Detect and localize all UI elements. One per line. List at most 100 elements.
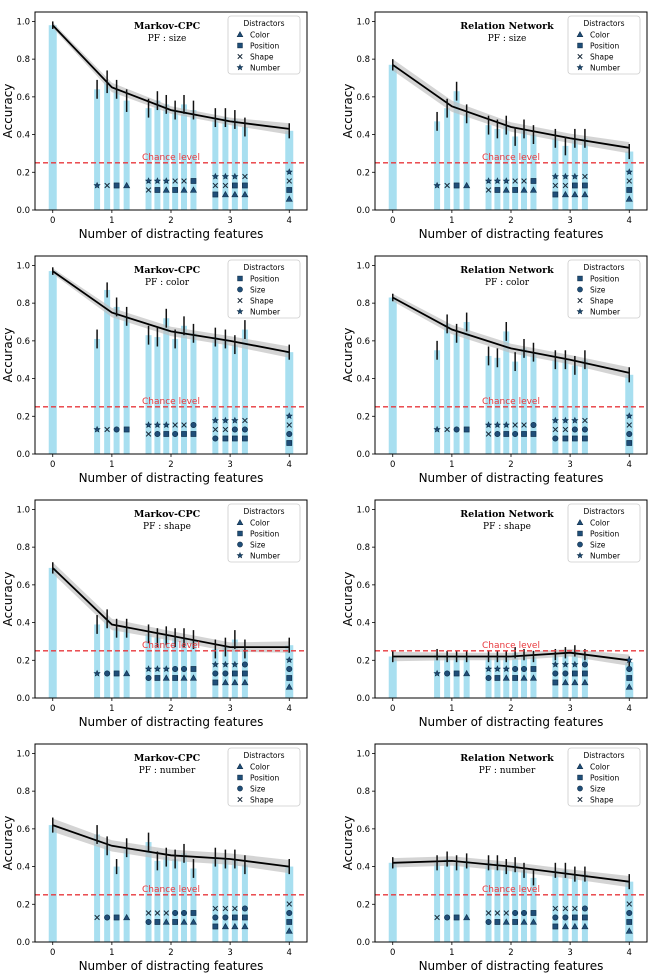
- legend-marker-triangle: [236, 519, 244, 526]
- bar: [453, 333, 460, 454]
- bar: [512, 864, 519, 942]
- distractor-marker-x: [512, 178, 518, 184]
- bar: [104, 289, 111, 454]
- legend-label: Number: [250, 308, 281, 317]
- bar: [94, 338, 101, 454]
- distractor-marker-star: [93, 669, 101, 677]
- distractor-marker-triangle: [529, 186, 537, 193]
- trend-line: [52, 824, 290, 868]
- distractor-marker-square: [123, 426, 130, 433]
- distractor-marker-triangle: [285, 195, 293, 202]
- bar: [190, 868, 197, 942]
- distractor-marker-star: [285, 168, 293, 176]
- y-tick-label: 0.0: [356, 938, 370, 948]
- x-tick-label: 4: [287, 460, 292, 470]
- distractor-marker-square: [530, 178, 537, 184]
- distractor-marker-triangle: [520, 918, 528, 925]
- distractor-marker-circle: [552, 914, 559, 921]
- legend-marker-circle: [237, 541, 243, 548]
- bar: [222, 338, 229, 454]
- legend-label: Color: [250, 763, 270, 772]
- bar: [494, 357, 501, 454]
- distractor-marker-square: [494, 919, 501, 925]
- bar: [94, 89, 101, 210]
- bar: [571, 365, 578, 454]
- distractor-marker-square: [572, 435, 578, 442]
- distractor-marker-circle: [172, 430, 179, 437]
- y-tick-label: 0.4: [356, 863, 370, 873]
- x-tick-label: 2: [168, 704, 173, 714]
- bar: [562, 359, 569, 454]
- y-tick-label: 1.0: [356, 749, 370, 759]
- distractor-marker-x: [503, 910, 510, 916]
- distractor-marker-x: [562, 905, 569, 912]
- legend-label: Number: [250, 64, 281, 73]
- distractor-marker-star: [93, 425, 101, 433]
- distractor-marker-circle: [190, 421, 197, 428]
- distractor-marker-star: [221, 172, 229, 180]
- legend-label: Size: [250, 785, 266, 794]
- y-tick-label: 0.6: [16, 337, 30, 347]
- distractor-marker-circle: [626, 909, 633, 916]
- chart-panel-5: Chance level 0.0 0.2 0.4 0.6 0.8 1.0 0 1 2 3 4 Numbe…: [1, 499, 308, 729]
- distractor-marker-square: [494, 187, 501, 193]
- distractor-marker-x: [494, 910, 501, 916]
- y-tick-label: 1.0: [16, 505, 30, 515]
- chart-title: Relation Network: [460, 509, 554, 520]
- distractor-marker-square: [113, 182, 120, 189]
- y-tick-label: 0.8: [356, 787, 370, 797]
- x-tick-label: 3: [567, 216, 572, 226]
- bar: [444, 859, 451, 942]
- distractor-marker-star: [484, 177, 493, 185]
- x-tick-label: 0: [50, 460, 55, 470]
- distractor-marker-x: [222, 182, 229, 189]
- chart-subtitle: PF : size: [488, 34, 527, 44]
- y-axis-label: Accuracy: [1, 572, 15, 627]
- distractor-marker-square: [212, 679, 219, 686]
- distractor-marker-star: [144, 665, 153, 673]
- distractor-marker-x: [104, 182, 110, 189]
- distractor-marker-star: [285, 412, 293, 420]
- bar: [485, 355, 492, 454]
- distractor-marker-star: [211, 172, 219, 180]
- distractor-marker-circle: [485, 674, 492, 681]
- distractor-marker-star: [231, 172, 239, 180]
- distractor-marker-triangle: [285, 927, 293, 934]
- distractor-marker-x: [485, 187, 492, 193]
- y-tick-label: 0.6: [356, 337, 370, 347]
- distractor-marker-star: [433, 181, 441, 189]
- y-tick-label: 0.2: [16, 412, 30, 422]
- x-tick-label: 1: [109, 948, 114, 958]
- legend-label: Number: [590, 64, 621, 73]
- x-axis-label: Number of distracting features: [419, 227, 604, 241]
- distractor-marker-square: [453, 914, 460, 921]
- distractor-marker-circle: [212, 914, 219, 921]
- chart-panel-4: Chance level 0.0 0.2 0.4 0.6 0.8 1.0 0 1 2 3 4 Numbe…: [341, 255, 648, 485]
- chart-subtitle: PF : shape: [483, 522, 531, 532]
- distractor-marker-circle: [626, 665, 633, 672]
- bar: [530, 877, 537, 942]
- bar: [453, 862, 460, 942]
- distractor-marker-x: [572, 905, 578, 912]
- x-axis-label: Number of distracting features: [79, 471, 264, 485]
- distractor-marker-triangle: [123, 913, 131, 921]
- distractor-marker-triangle: [502, 674, 510, 681]
- distractor-marker-star: [211, 660, 219, 668]
- y-tick-label: 1.0: [356, 17, 370, 27]
- distractor-marker-x: [552, 905, 559, 912]
- distractor-marker-star: [162, 421, 170, 429]
- legend-marker-x: [237, 796, 243, 803]
- distractor-marker-circle: [581, 426, 588, 433]
- bar: [113, 866, 120, 942]
- legend-label: Position: [590, 42, 619, 51]
- distractor-marker-circle: [286, 909, 293, 916]
- bar: [485, 125, 492, 210]
- bar: [434, 654, 441, 698]
- x-tick-label: 1: [109, 704, 114, 714]
- distractor-marker-square: [212, 191, 219, 198]
- distractor-marker-x: [485, 910, 492, 916]
- bar: [231, 859, 238, 942]
- bar: [181, 104, 188, 210]
